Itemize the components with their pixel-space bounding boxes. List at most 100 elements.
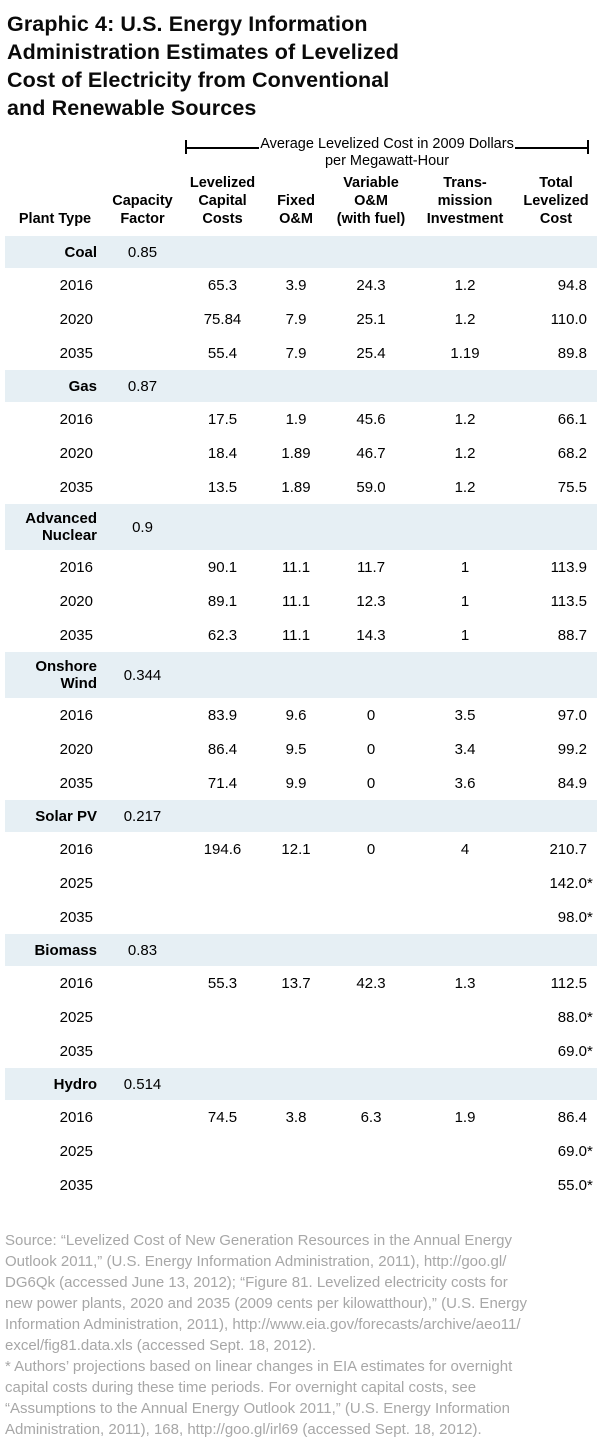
value-cell: 1 [460,592,470,610]
header-transmission-investment: Trans- mission Investment [426,175,504,227]
bracket-left-tick [185,140,187,154]
total-cost-cell: 98.0* [557,908,593,926]
value-cell: 3.4 [454,740,476,758]
value-cell: 3.5 [454,706,476,724]
header-fixed-om: Fixed O&M [277,193,315,227]
total-cost-cell: 113.9 [550,558,587,576]
total-cost-cell: 86.4 [557,1108,587,1126]
units-bracket: Average Levelized Cost in 2009 Dollars p… [185,136,590,170]
header-variable-om: Variable O&M (with fuel) [336,175,406,227]
capacity-factor-value: 0.9 [132,518,153,536]
bracket-right-tick [587,140,590,154]
value-cell: 11.1 [281,558,311,576]
value-cell: 194.6 [203,840,242,858]
table-row: 2025 69.0* [5,1134,597,1168]
header-total-levelized-cost: Total Levelized Cost [523,175,589,227]
capacity-factor-value: 0.87 [127,377,158,395]
total-cost-cell: 110.0 [550,310,587,328]
total-cost-cell: 112.5 [550,974,587,992]
year-cell: 2035 [59,344,93,362]
units-label-line2: per Megawatt-Hour [324,153,450,169]
value-cell: 11.1 [281,626,311,644]
value-cell: 1.3 [454,974,476,992]
year-cell: 2035 [59,1176,93,1194]
total-cost-cell: 113.5 [550,592,587,610]
value-cell: 1.2 [454,410,476,428]
value-cell: 75.84 [203,310,242,328]
table-row: 2025 142.0* [5,866,597,900]
value-cell: 55.3 [207,974,238,992]
value-cell: 7.9 [285,310,307,328]
value-cell: 7.9 [285,344,307,362]
value-cell: 0 [366,774,376,792]
value-cell: 13.7 [281,974,311,992]
year-cell: 2020 [59,592,93,610]
year-cell: 2016 [59,410,93,428]
total-cost-cell: 89.8 [557,344,587,362]
plant-type-label: Hydro [53,1075,97,1093]
table-row: 2020 89.1 11.1 12.3 1 113.5 [5,584,597,618]
table-row: 2035 98.0* [5,900,597,934]
table-row: 2020 75.84 7.9 25.1 1.2 110.0 [5,302,597,336]
total-cost-cell: 210.7 [549,840,587,858]
value-cell: 90.1 [207,558,238,576]
value-cell: 1.89 [281,444,311,462]
value-cell: 6.3 [360,1108,382,1126]
header-capacity-factor: Capacity Factor [112,193,173,227]
value-cell: 45.6 [356,410,386,428]
plant-section-row: Solar PV 0.217 [5,800,597,832]
value-cell: 46.7 [356,444,386,462]
value-cell: 9.5 [285,740,307,758]
table-row: 2016 55.3 13.7 42.3 1.3 112.5 [5,966,597,1000]
value-cell: 0 [366,840,376,858]
total-cost-cell: 75.5 [557,478,587,496]
value-cell: 55.4 [207,344,238,362]
year-cell: 2035 [59,478,93,496]
table-row: 2035 69.0* [5,1034,597,1068]
value-cell: 25.4 [356,344,386,362]
cost-table-body: Coal 0.85 2016 65.3 3.9 24.3 1.2 94.8 2020 75.84 7… [5,236,597,1202]
value-cell: 17.5 [207,410,238,428]
value-cell: 3.8 [285,1108,307,1126]
value-cell: 1.9 [454,1108,476,1126]
table-row: 2035 71.4 9.9 0 3.6 84.9 [5,766,597,800]
value-cell: 1.2 [454,478,476,496]
plant-type-label: Solar PV [35,807,97,825]
table-row: 2016 194.6 12.1 0 4 210.7 [5,832,597,866]
total-cost-cell: 69.0* [557,1042,593,1060]
capacity-factor-value: 0.83 [127,941,158,959]
total-cost-cell: 68.2 [557,444,587,462]
value-cell: 89.1 [207,592,238,610]
value-cell: 9.6 [285,706,307,724]
plant-section-row: Coal 0.85 [5,236,597,268]
year-cell: 2016 [59,706,93,724]
value-cell: 9.9 [285,774,307,792]
plant-section-row: Biomass 0.83 [5,934,597,966]
units-bracket-line: Average Levelized Cost in 2009 Dollars [185,136,590,154]
table-row: 2016 17.5 1.9 45.6 1.2 66.1 [5,402,597,436]
table-row: 2035 13.5 1.89 59.0 1.2 75.5 [5,470,597,504]
value-cell: 1.2 [454,310,476,328]
value-cell: 86.4 [207,740,238,758]
year-cell: 2016 [59,974,93,992]
value-cell: 1.2 [454,276,476,294]
year-cell: 2016 [59,840,93,858]
source-note: Source: “Levelized Cost of New Generatio… [5,1232,527,1438]
graphic-4-page: Graphic 4: U.S. Energy Information Admin… [0,10,600,1440]
value-cell: 71.4 [207,774,238,792]
plant-section-row: Gas 0.87 [5,370,597,402]
value-cell: 18.4 [207,444,238,462]
table-row: 2020 18.4 1.89 46.7 1.2 68.2 [5,436,597,470]
year-cell: 2025 [59,874,93,892]
value-cell: 25.1 [356,310,386,328]
table-row: 2035 55.4 7.9 25.4 1.19 89.8 [5,336,597,370]
plant-type-label: Advanced Nuclear [25,510,97,544]
value-cell: 11.1 [281,592,311,610]
year-cell: 2035 [59,908,93,926]
total-cost-cell: 55.0* [557,1176,593,1194]
bracket-right-rule [514,147,588,149]
total-cost-cell: 84.9 [557,774,587,792]
table-row: 2016 90.1 11.1 11.7 1 113.9 [5,550,597,584]
table-row: 2025 88.0* [5,1000,597,1034]
total-cost-cell: 66.1 [557,410,587,428]
